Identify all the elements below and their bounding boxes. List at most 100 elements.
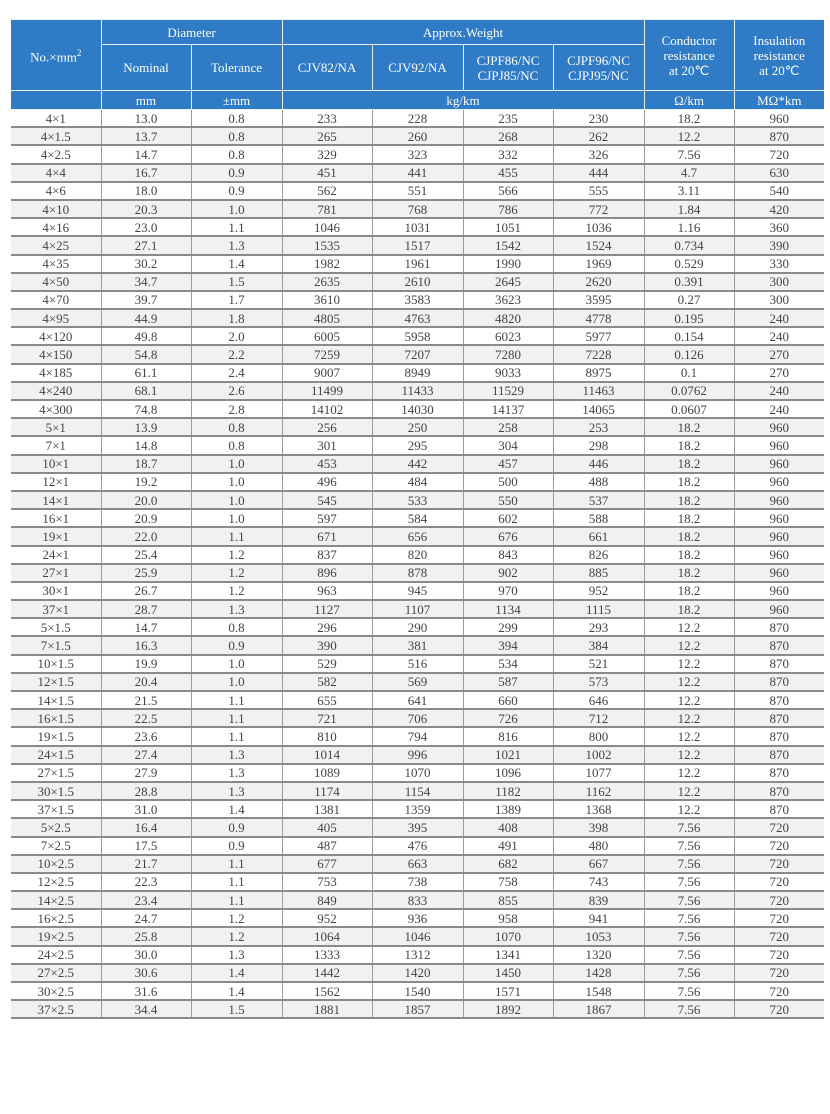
cell-nominal-diameter: 25.8: [100, 927, 191, 947]
cell-weight-cjv82: 453: [281, 454, 372, 474]
cell-weight-cjv82: 256: [281, 418, 372, 438]
cell-weight-cjv82: 1064: [281, 927, 372, 947]
cell-tolerance: 1.1: [190, 218, 282, 238]
table-body: 4×1 13.0 0.8 233 228 235 230 18.2 960 4×1.5 13.7 0.…: [11, 109, 825, 1020]
cell-weight-cjpf86: 1070: [462, 927, 553, 947]
cell-tolerance: 0.8: [190, 618, 282, 638]
cell-size: 4×10: [11, 199, 101, 220]
cell-weight-cjpf86: 758: [462, 872, 553, 893]
table-row: 4×4 16.7 0.9 451 441 455 444 4.7 630: [11, 163, 825, 183]
table-row: 30×1 26.7 1.2 963 945 970 952 18.2 960: [11, 581, 825, 602]
table-row: 7×1 14.8 0.8 301 295 304 298 18.2 960: [11, 436, 825, 456]
cell-weight-cjv92: 323: [371, 145, 463, 165]
cell-weight-cjv92: 516: [371, 654, 463, 674]
table-row: 4×50 34.7 1.5 2635 2610 2645 2620 0.391 300: [11, 272, 825, 292]
cell-weight-cjv92: 260: [371, 127, 463, 147]
cell-tolerance: 1.4: [190, 800, 282, 820]
cell-weight-cjv92: 996: [371, 745, 463, 765]
cell-conductor-resistance: 7.56: [643, 945, 735, 965]
cell-weight-cjv82: 1982: [281, 254, 372, 274]
cell-tolerance: 1.0: [190, 672, 282, 693]
cell-tolerance: 1.0: [190, 490, 282, 511]
table-row: 4×2.5 14.7 0.8 329 323 332 326 7.56 720: [11, 145, 825, 165]
cell-weight-cjpf86: 1389: [462, 800, 553, 820]
cell-size: 10×1: [11, 454, 101, 474]
cell-weight-cjpf96: 537: [552, 490, 645, 511]
cell-nominal-diameter: 14.7: [100, 618, 191, 638]
cell-size: 7×2.5: [11, 836, 101, 856]
cjpj85-label: CJPJ85/NC: [477, 67, 539, 83]
cell-insulation-resistance: 720: [733, 891, 825, 911]
cell-nominal-diameter: 28.8: [100, 781, 191, 802]
cell-nominal-diameter: 28.7: [100, 600, 191, 620]
table-row: 7×1.5 16.3 0.9 390 381 394 384 12.2 870: [11, 636, 825, 656]
cell-weight-cjpf96: 646: [552, 691, 645, 711]
cell-weight-cjv92: 656: [371, 527, 463, 547]
cell-conductor-resistance: 12.2: [643, 781, 735, 802]
cell-weight-cjv82: 1127: [281, 600, 372, 620]
cell-weight-cjv82: 562: [281, 181, 372, 201]
cell-insulation-resistance: 960: [733, 563, 825, 583]
cell-size: 27×1: [11, 563, 101, 583]
cell-insulation-resistance: 960: [733, 472, 825, 492]
cell-nominal-diameter: 22.3: [100, 872, 191, 893]
cell-conductor-resistance: 0.529: [643, 254, 735, 274]
cell-tolerance: 1.0: [190, 199, 282, 220]
cell-nominal-diameter: 30.2: [100, 254, 191, 274]
cell-weight-cjv92: 11433: [371, 381, 463, 402]
cell-insulation-resistance: 960: [733, 418, 825, 438]
cell-weight-cjpf86: 660: [462, 691, 553, 711]
cell-weight-cjv92: 1857: [371, 1000, 463, 1020]
cell-conductor-resistance: 7.56: [643, 818, 735, 838]
cell-size: 4×16: [11, 218, 101, 238]
cell-conductor-resistance: 12.2: [643, 727, 735, 747]
cell-weight-cjpf86: 408: [462, 818, 553, 838]
cell-insulation-resistance: 960: [733, 454, 825, 474]
cell-weight-cjv82: 529: [281, 654, 372, 674]
cell-size: 16×1: [11, 509, 101, 529]
cell-conductor-resistance: 0.27: [643, 290, 735, 311]
cell-size: 19×1: [11, 527, 101, 547]
cell-size: 4×2.5: [11, 145, 101, 165]
cell-conductor-resistance: 12.2: [643, 618, 735, 638]
cell-weight-cjpf86: 843: [462, 545, 553, 565]
cell-conductor-resistance: 18.2: [643, 472, 735, 492]
cell-weight-cjv82: 781: [281, 199, 372, 220]
cell-nominal-diameter: 31.0: [100, 800, 191, 820]
cell-weight-cjpf86: 1182: [462, 781, 553, 802]
cell-nominal-diameter: 20.0: [100, 490, 191, 511]
cell-size: 4×35: [11, 254, 101, 274]
cell-size: 4×150: [11, 345, 101, 365]
cell-nominal-diameter: 54.8: [100, 345, 191, 365]
cell-nominal-diameter: 16.7: [100, 163, 191, 183]
cell-tolerance: 1.3: [190, 945, 282, 965]
cell-size: 30×2.5: [11, 982, 101, 1002]
cell-weight-cjv92: 5958: [371, 327, 463, 347]
cell-nominal-diameter: 68.1: [100, 381, 191, 402]
cell-conductor-resistance: 12.2: [643, 709, 735, 729]
cell-weight-cjpf96: 1115: [552, 600, 645, 620]
cell-conductor-resistance: 18.2: [643, 436, 735, 456]
table-row: 4×10 20.3 1.0 781 768 786 772 1.84 420: [11, 199, 825, 220]
cell-weight-cjpf96: 444: [552, 163, 645, 183]
cell-weight-cjpf86: 1542: [462, 236, 553, 256]
header-insulation-resistance: Insulation resistance at 20℃: [733, 19, 825, 91]
cell-tolerance: 1.3: [190, 236, 282, 256]
cell-weight-cjv92: 1154: [371, 781, 463, 802]
cell-conductor-resistance: 7.56: [643, 927, 735, 947]
cjpf96-label: CJPF96/NC: [567, 52, 630, 68]
cell-weight-cjpf96: 7228: [552, 345, 645, 365]
cell-insulation-resistance: 300: [733, 290, 825, 311]
cell-insulation-resistance: 870: [733, 691, 825, 711]
cell-weight-cjpf86: 14137: [462, 400, 553, 420]
cell-nominal-diameter: 22.5: [100, 709, 191, 729]
cell-weight-cjpf86: 1021: [462, 745, 553, 765]
table-row: 16×2.5 24.7 1.2 952 936 958 941 7.56 720: [11, 909, 825, 929]
cell-insulation-resistance: 240: [733, 381, 825, 402]
cell-insulation-resistance: 870: [733, 709, 825, 729]
cell-weight-cjv82: 405: [281, 818, 372, 838]
cell-tolerance: 0.9: [190, 163, 282, 183]
cell-size: 7×1: [11, 436, 101, 456]
cell-conductor-resistance: 1.16: [643, 218, 735, 238]
cell-insulation-resistance: 720: [733, 909, 825, 929]
